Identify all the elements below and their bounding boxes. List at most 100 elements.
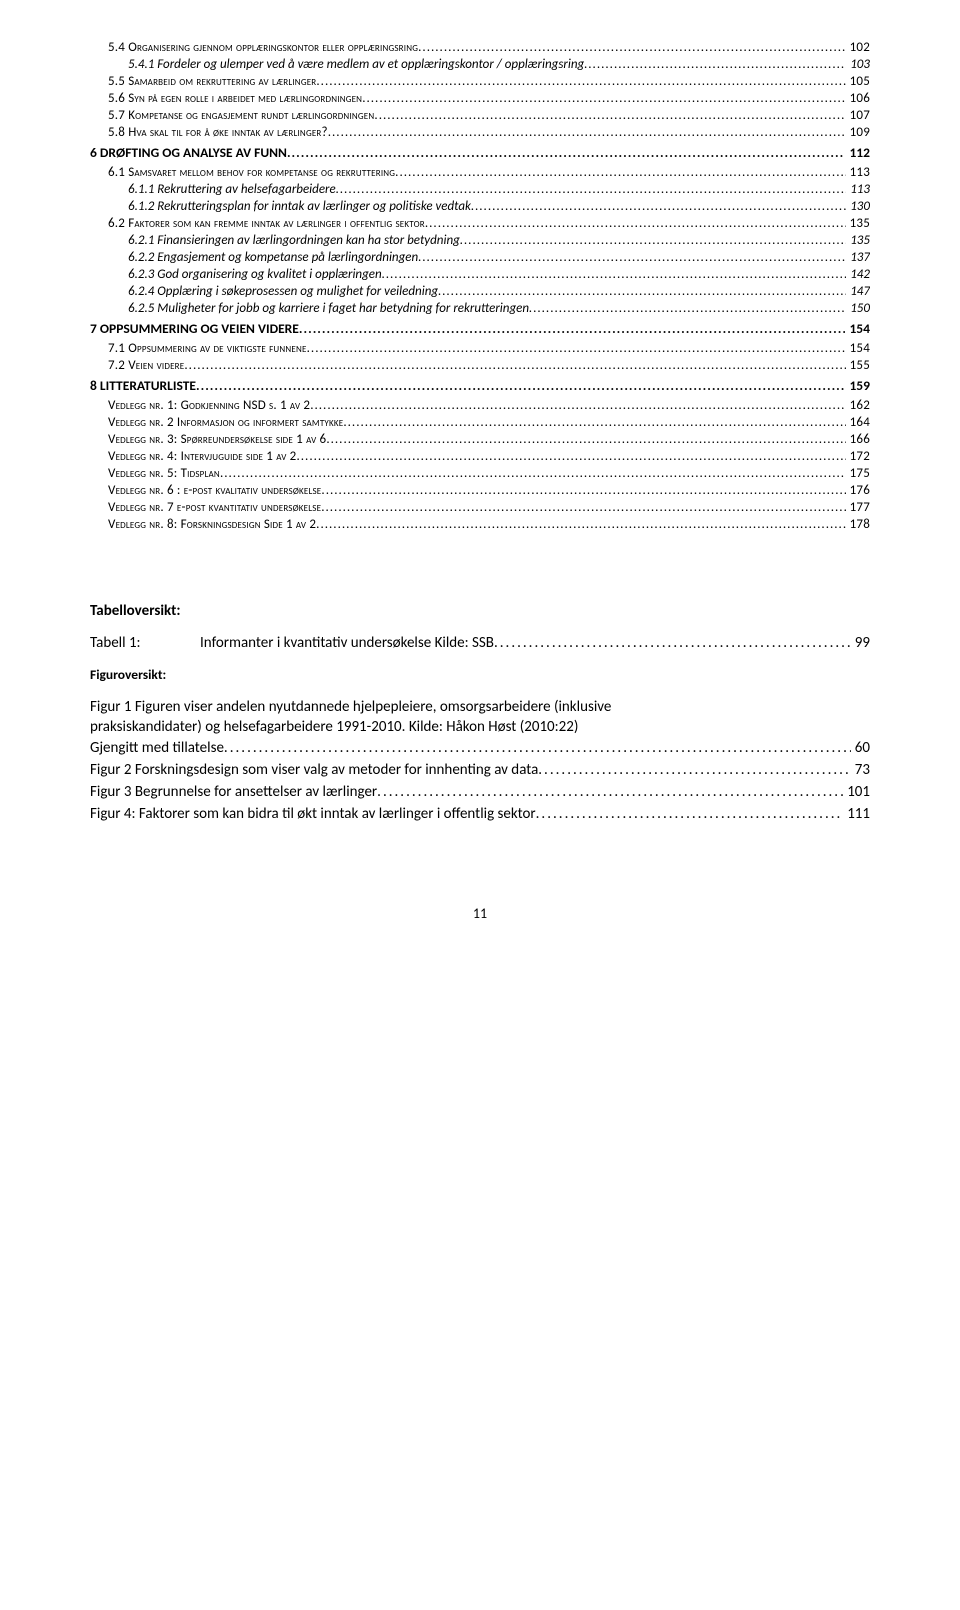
toc-page: 109 xyxy=(846,125,870,140)
toc-label: Vedlegg nr. 3: Spørreundersøkelse side 1… xyxy=(108,432,326,447)
toc-page: 176 xyxy=(846,483,870,498)
toc-page: 107 xyxy=(846,108,870,123)
leader-dots xyxy=(377,782,843,802)
figure-text-last: Figur 4: Faktorer som kan bidra til økt … xyxy=(90,804,536,824)
figure-page: 111 xyxy=(843,804,870,824)
toc-label: 5.4.1 Fordeler og ulemper ved å være med… xyxy=(128,57,584,72)
leader-dots xyxy=(220,466,846,481)
leader-dots xyxy=(536,804,844,824)
toc-page: 135 xyxy=(846,233,870,248)
toc-entry: 6.1 Samsvaret mellom behov for kompetans… xyxy=(90,165,870,180)
leader-dots xyxy=(529,301,846,316)
toc-label: 5.4 Organisering gjennom opplæringskonto… xyxy=(108,40,418,55)
toc-label: Vedlegg nr. 1: Godkjenning NSD s. 1 av 2 xyxy=(108,398,310,413)
toc-page: 177 xyxy=(846,500,870,515)
leader-dots xyxy=(307,341,846,356)
toc-page: 178 xyxy=(846,517,870,532)
figur-heading: Figuroversikt: xyxy=(90,666,870,683)
toc-page: 105 xyxy=(846,74,870,89)
leader-dots xyxy=(316,517,845,532)
toc-label: 5.8 Hva skal til for å øke inntak av lær… xyxy=(108,125,328,140)
tabell-heading: Tabelloversikt: xyxy=(90,602,870,620)
toc-label: 8 LITTERATURLISTE xyxy=(90,377,196,394)
leader-dots xyxy=(471,199,846,214)
toc-page: 135 xyxy=(846,216,870,231)
toc-entry: 5.4.1 Fordeler og ulemper ved å være med… xyxy=(90,57,870,72)
toc-entry: 7.1 Oppsummering av de viktigste funnene… xyxy=(90,341,870,356)
leader-dots xyxy=(382,267,847,282)
figure-entry: Figur 1 Figuren viser andelen nyutdanned… xyxy=(90,697,870,758)
toc-entry: 7.2 Veien videre 155 xyxy=(90,358,870,373)
toc-entry: Vedlegg nr. 1: Godkjenning NSD s. 1 av 2… xyxy=(90,398,870,413)
toc-page: 113 xyxy=(846,165,870,180)
toc-label: 6.2.4 Opplæring i søkeprosessen og mulig… xyxy=(128,284,438,299)
toc-label: 6.2 Faktorer som kan fremme inntak av læ… xyxy=(108,216,425,231)
leader-dots xyxy=(321,500,845,515)
toc-entry: 5.7 Kompetanse og engasjement rundt lærl… xyxy=(90,108,870,123)
page-number: 11 xyxy=(90,905,870,922)
leader-dots xyxy=(336,182,847,197)
figure-text-line: Figur 1 Figuren viser andelen nyutdanned… xyxy=(90,697,870,717)
toc-page: 102 xyxy=(846,40,870,55)
toc-label: Vedlegg nr. 7 e-post kvantitativ undersø… xyxy=(108,500,321,515)
toc-entry: Vedlegg nr. 8: Forskningsdesign Side 1 a… xyxy=(90,517,870,532)
leader-dots xyxy=(494,634,851,652)
toc-label: 6.1.1 Rekruttering av helsefagarbeidere xyxy=(128,182,336,197)
toc-label: 6 DRØFTING OG ANALYSE AV FUNN xyxy=(90,144,287,161)
table-of-contents: 5.4 Organisering gjennom opplæringskonto… xyxy=(90,40,870,532)
leader-dots xyxy=(224,738,851,758)
toc-entry: Vedlegg nr. 7 e-post kvantitativ undersø… xyxy=(90,500,870,515)
toc-entry: Vedlegg nr. 3: Spørreundersøkelse side 1… xyxy=(90,432,870,447)
toc-entry: 6.1.2 Rekrutteringsplan for inntak av læ… xyxy=(90,199,870,214)
toc-page: 155 xyxy=(846,358,870,373)
figure-text-last: Figur 3 Begrunnelse for ansettelser av l… xyxy=(90,782,377,802)
leader-dots xyxy=(438,284,846,299)
toc-page: 142 xyxy=(846,267,870,282)
leader-dots xyxy=(460,233,846,248)
leader-dots xyxy=(374,108,845,123)
toc-page: 154 xyxy=(846,341,870,356)
leader-dots xyxy=(395,165,845,180)
toc-label: Vedlegg nr. 5: Tidsplan xyxy=(108,466,220,481)
leader-dots xyxy=(287,144,846,161)
tabell-key: Tabell 1: xyxy=(90,634,200,652)
toc-label: 7.1 Oppsummering av de viktigste funnene xyxy=(108,341,307,356)
toc-page: 154 xyxy=(845,320,870,337)
toc-page: 150 xyxy=(846,301,870,316)
leader-dots xyxy=(362,91,845,106)
toc-label: 6.2.5 Muligheter for jobb og karriere i … xyxy=(128,301,529,316)
toc-page: 159 xyxy=(845,377,870,394)
toc-entry: 6.2.4 Opplæring i søkeprosessen og mulig… xyxy=(90,284,870,299)
toc-page: 175 xyxy=(846,466,870,481)
toc-page: 172 xyxy=(846,449,870,464)
toc-page: 147 xyxy=(846,284,870,299)
toc-entry: Vedlegg nr. 5: Tidsplan 175 xyxy=(90,466,870,481)
toc-entry: 6.1.1 Rekruttering av helsefagarbeidere … xyxy=(90,182,870,197)
figure-entry: Figur 4: Faktorer som kan bidra til økt … xyxy=(90,804,870,824)
toc-label: 6.1 Samsvaret mellom behov for kompetans… xyxy=(108,165,395,180)
leader-dots xyxy=(343,415,845,430)
figure-page: 73 xyxy=(851,760,870,780)
toc-entry: 6 DRØFTING OG ANALYSE AV FUNN 112 xyxy=(90,144,870,161)
toc-entry: Vedlegg nr. 4: Intervjuguide side 1 av 2… xyxy=(90,449,870,464)
figure-text-last: Gjengitt med tillatelse xyxy=(90,738,224,758)
toc-entry: 5.6 Syn på egen rolle i arbeidet med lær… xyxy=(90,91,870,106)
leader-dots xyxy=(328,125,846,140)
toc-label: 6.2.1 Finansieringen av lærlingordningen… xyxy=(128,233,460,248)
toc-label: Vedlegg nr. 6 : e-post kvalitativ unders… xyxy=(108,483,321,498)
toc-entry: 6.2.3 God organisering og kvalitet i opp… xyxy=(90,267,870,282)
leader-dots xyxy=(418,40,846,55)
toc-page: 103 xyxy=(846,57,870,72)
leader-dots xyxy=(310,398,845,413)
leader-dots xyxy=(538,760,851,780)
leader-dots xyxy=(196,377,845,394)
figure-entry: Figur 2 Forskningsdesign som viser valg … xyxy=(90,760,870,780)
toc-label: 5.7 Kompetanse og engasjement rundt lærl… xyxy=(108,108,374,123)
toc-label: 7.2 Veien videre xyxy=(108,358,184,373)
toc-page: 162 xyxy=(846,398,870,413)
toc-label: Vedlegg nr. 8: Forskningsdesign Side 1 a… xyxy=(108,517,316,532)
toc-page: 137 xyxy=(846,250,870,265)
toc-page: 106 xyxy=(846,91,870,106)
leader-dots xyxy=(184,358,845,373)
figure-text-line: praksiskandidater) og helsefagarbeidere … xyxy=(90,717,870,737)
